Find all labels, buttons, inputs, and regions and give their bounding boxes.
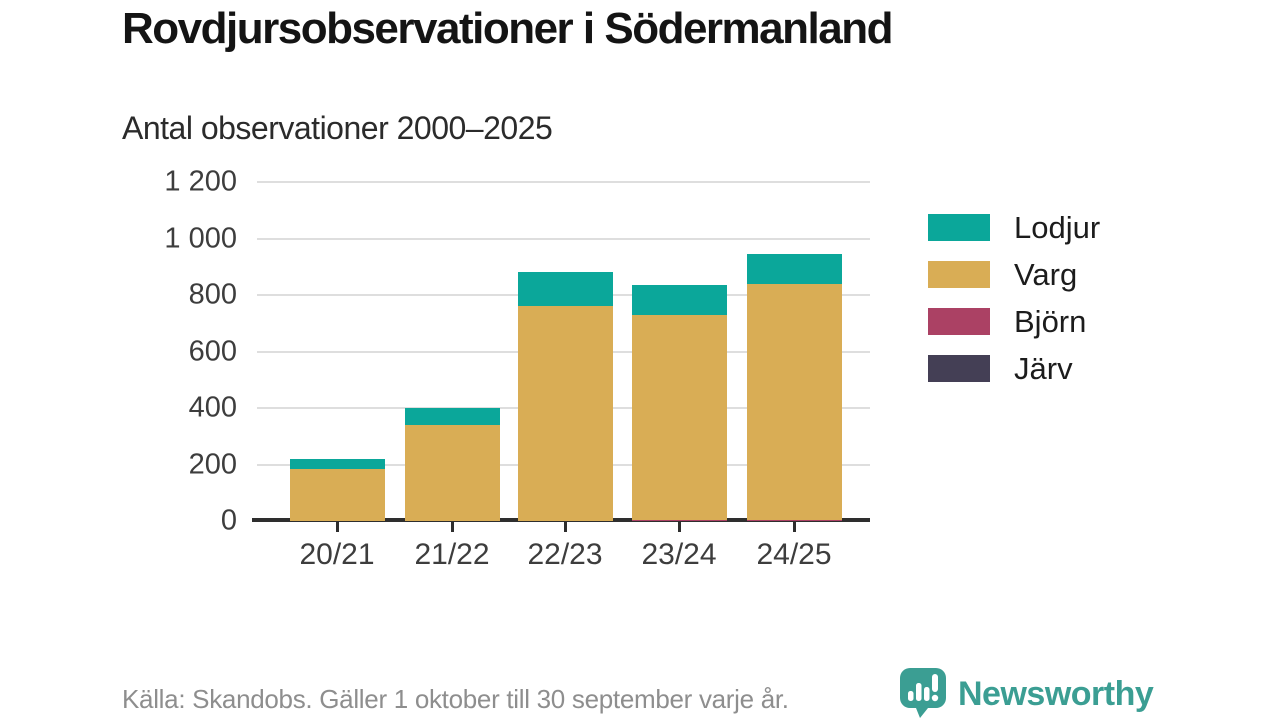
- legend-swatch-järv: [928, 355, 990, 382]
- legend-label: Varg: [1014, 256, 1078, 292]
- bar-segment-varg-21-22: [404, 424, 500, 521]
- source-note: Källa: Skandobs. Gäller 1 oktober till 3…: [122, 684, 789, 714]
- bar-segment-varg-22-23: [517, 306, 613, 521]
- newsworthy-icon: [898, 666, 948, 723]
- bar-segment-varg-20-21: [289, 468, 385, 521]
- bar-segment-björn-23-24: [631, 519, 727, 521]
- legend: Lodjur Varg Björn Järv: [928, 210, 1100, 402]
- x-tick: [678, 521, 681, 532]
- bar-segment-varg-23-24: [631, 314, 727, 520]
- legend-row-varg: Varg: [928, 257, 1100, 292]
- legend-label: Järv: [1014, 350, 1073, 386]
- y-tick-label: 0: [220, 504, 237, 537]
- x-tick-label: 21/22: [414, 538, 490, 571]
- x-tick: [793, 521, 796, 532]
- gridline: [257, 181, 870, 183]
- x-tick: [336, 521, 339, 532]
- legend-swatch-björn: [928, 308, 990, 335]
- bar-segment-lodjur-24-25: [746, 254, 842, 284]
- legend-row-björn: Björn: [928, 304, 1100, 339]
- legend-swatch-lodjur: [928, 214, 990, 241]
- bar-segment-lodjur-20-21: [289, 458, 385, 469]
- x-tick: [451, 521, 454, 532]
- legend-row-lodjur: Lodjur: [928, 210, 1100, 245]
- y-tick-label: 800: [188, 278, 237, 311]
- plot-area: 20/21 21/22 22/23 23/24 24/25: [252, 181, 870, 571]
- y-tick-label: 1 200: [164, 165, 237, 198]
- x-tick-label: 20/21: [299, 538, 375, 571]
- bar-segment-lodjur-22-23: [517, 272, 613, 307]
- bar-segment-björn-24-25: [746, 519, 842, 521]
- brand-logo: Newsworthy: [898, 666, 1154, 723]
- legend-row-järv: Järv: [928, 351, 1100, 386]
- legend-swatch-varg: [928, 261, 990, 288]
- brand-name: Newsworthy: [958, 675, 1154, 713]
- y-tick-label: 200: [188, 448, 237, 480]
- y-tick-label: 400: [188, 391, 237, 424]
- legend-label: Björn: [1014, 303, 1087, 339]
- chart-title: Rovdjursobservationer i Södermanland: [122, 4, 893, 53]
- bar-segment-varg-24-25: [746, 283, 842, 520]
- bar-segment-lodjur-21-22: [404, 408, 500, 425]
- bar-segment-lodjur-23-24: [631, 285, 727, 315]
- x-tick-label: 22/23: [527, 538, 603, 571]
- x-tick-label: 23/24: [641, 538, 717, 571]
- x-tick: [564, 521, 567, 532]
- y-tick-label: 1 000: [164, 222, 237, 254]
- x-tick-label: 24/25: [756, 538, 832, 571]
- y-axis-labels: 0 200 400 600 800 1 000 1 200: [118, 166, 237, 537]
- legend-label: Lodjur: [1014, 209, 1101, 245]
- y-tick-label: 600: [188, 335, 237, 367]
- gridline: [257, 237, 870, 240]
- chart-subtitle: Antal observationer 2000–2025: [122, 110, 553, 146]
